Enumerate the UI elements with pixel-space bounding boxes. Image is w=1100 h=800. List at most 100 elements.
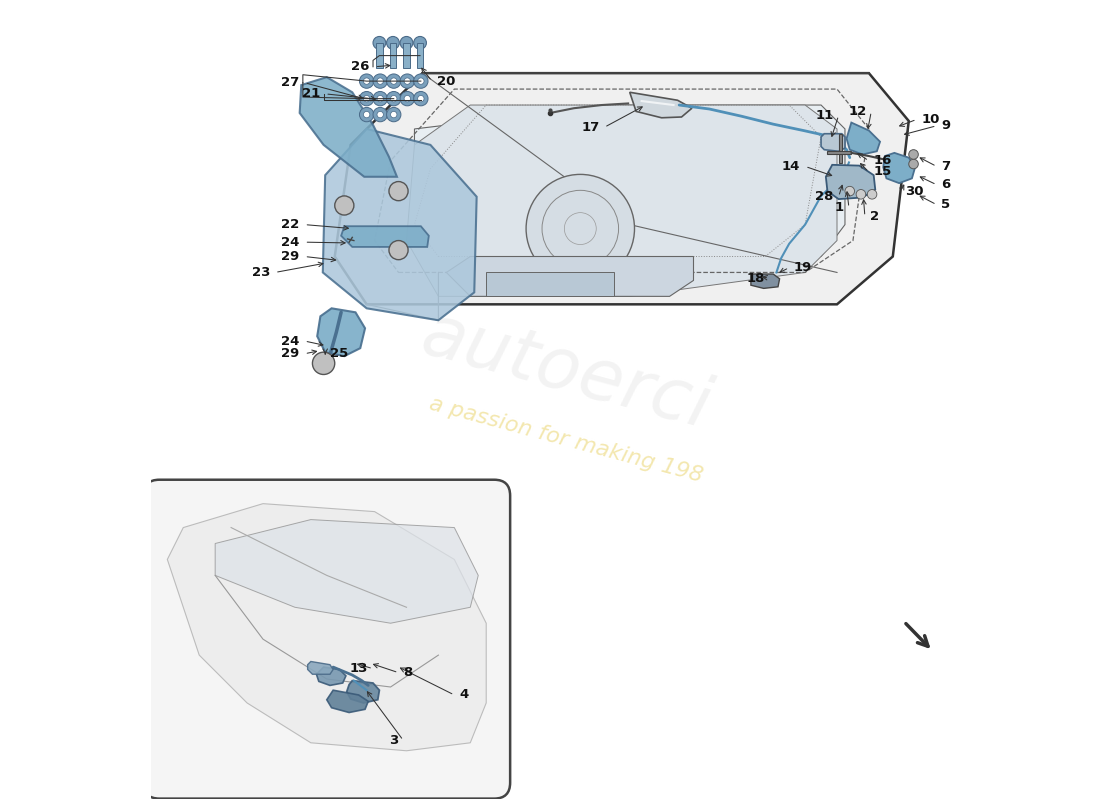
Text: 1: 1 [835,202,844,214]
Circle shape [390,95,397,102]
Polygon shape [826,165,876,199]
Circle shape [400,91,415,106]
Circle shape [312,352,334,374]
Text: 29: 29 [282,347,299,360]
Polygon shape [317,308,365,356]
Text: 4: 4 [459,689,469,702]
FancyBboxPatch shape [143,480,510,798]
Polygon shape [299,77,397,177]
Polygon shape [216,519,478,623]
Bar [404,43,409,68]
Text: 18: 18 [746,271,764,285]
Text: 8: 8 [404,666,412,679]
Circle shape [414,74,428,88]
Text: 25: 25 [330,347,349,360]
Text: 21: 21 [302,87,320,100]
Text: 17: 17 [581,121,600,134]
Text: 23: 23 [252,266,271,279]
Circle shape [845,186,855,196]
Text: 6: 6 [942,178,950,191]
Circle shape [360,91,374,106]
Circle shape [526,174,635,283]
Circle shape [909,150,918,159]
Text: 16: 16 [873,154,892,167]
Circle shape [363,78,370,84]
Polygon shape [346,681,380,703]
Text: autoerci: autoerci [414,300,718,444]
Polygon shape [447,257,693,296]
Circle shape [389,182,408,201]
Polygon shape [883,153,915,183]
Polygon shape [341,226,429,247]
Polygon shape [317,667,345,686]
Circle shape [363,111,370,118]
Circle shape [373,74,387,88]
Polygon shape [827,151,851,154]
Polygon shape [629,92,692,118]
Circle shape [360,107,374,122]
Text: 22: 22 [282,218,299,231]
Text: 29: 29 [282,250,299,263]
Text: 7: 7 [942,160,950,173]
Circle shape [856,190,866,199]
Circle shape [377,78,384,84]
Circle shape [377,111,384,118]
Circle shape [400,37,412,50]
Circle shape [909,159,918,169]
Circle shape [386,91,400,106]
Circle shape [390,111,397,118]
Circle shape [390,78,397,84]
Text: 27: 27 [282,76,299,90]
Circle shape [404,95,410,102]
Polygon shape [322,129,476,320]
Text: 15: 15 [873,166,892,178]
Circle shape [386,107,400,122]
Polygon shape [486,273,614,296]
Polygon shape [821,134,845,151]
Circle shape [418,95,424,102]
Circle shape [373,91,387,106]
Text: 28: 28 [815,190,834,203]
Circle shape [867,190,877,199]
Circle shape [377,95,384,102]
Bar [417,43,424,68]
Text: 11: 11 [815,109,834,122]
Bar [376,43,383,68]
Circle shape [404,78,410,84]
Circle shape [414,91,428,106]
Text: 24: 24 [282,236,299,249]
Polygon shape [751,274,780,288]
Circle shape [400,74,415,88]
Text: 14: 14 [782,160,801,173]
Text: 13: 13 [350,662,368,675]
Circle shape [386,37,399,50]
Text: 12: 12 [848,105,867,118]
Polygon shape [838,134,842,163]
Bar [389,43,396,68]
Text: 19: 19 [794,261,812,274]
Circle shape [386,74,400,88]
Text: 26: 26 [352,60,370,74]
Circle shape [373,37,386,50]
Circle shape [389,241,408,260]
Polygon shape [847,122,880,154]
Text: 20: 20 [437,74,455,88]
Polygon shape [167,504,486,750]
Circle shape [373,107,387,122]
Text: 2: 2 [870,210,879,223]
Text: 24: 24 [282,334,299,347]
Circle shape [418,78,424,84]
Polygon shape [308,662,333,674]
Circle shape [414,37,427,50]
Text: a passion for making 198: a passion for making 198 [427,394,705,486]
Polygon shape [415,105,845,257]
Polygon shape [327,690,368,713]
Circle shape [363,95,370,102]
Text: 5: 5 [942,198,950,211]
Text: 30: 30 [905,185,924,198]
Text: 10: 10 [922,113,939,126]
Polygon shape [407,105,837,296]
Circle shape [360,74,374,88]
Text: 9: 9 [942,119,950,132]
Text: 3: 3 [389,734,398,747]
